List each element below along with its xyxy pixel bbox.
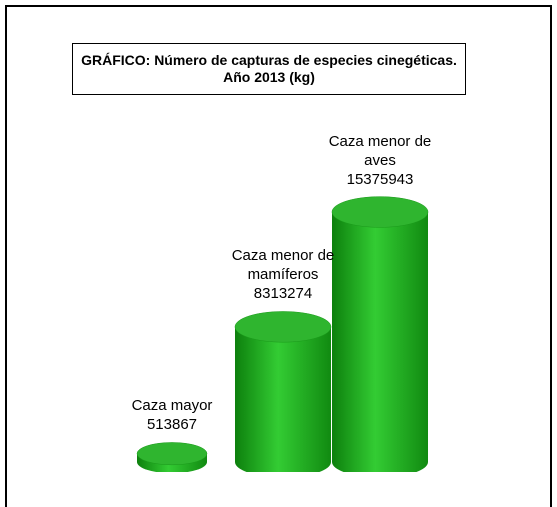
data-label: Caza mayor 513867 — [117, 396, 227, 434]
bar-top — [234, 311, 332, 343]
bar-top — [136, 442, 208, 466]
data-label: Caza menor de aves 15375943 — [325, 132, 435, 189]
bar — [235, 326, 331, 462]
category-label: Caza mayor — [131, 397, 213, 415]
value-label: 15375943 — [346, 170, 414, 188]
chart — [136, 196, 429, 472]
category-label: Caza menor de aves — [328, 132, 432, 169]
category-label: Caza menor de mamíferos — [231, 247, 335, 284]
value-label: 8313274 — [253, 285, 313, 303]
bar — [332, 212, 428, 462]
page: GRÁFICO: Número de capturas de especies … — [5, 5, 552, 507]
bar-top — [331, 196, 429, 228]
chart-title: GRÁFICO: Número de capturas de especies … — [72, 43, 466, 95]
chart-frame — [5, 5, 552, 507]
value-label: 513867 — [146, 416, 198, 434]
data-label: Caza menor de mamíferos 8313274 — [228, 246, 338, 303]
